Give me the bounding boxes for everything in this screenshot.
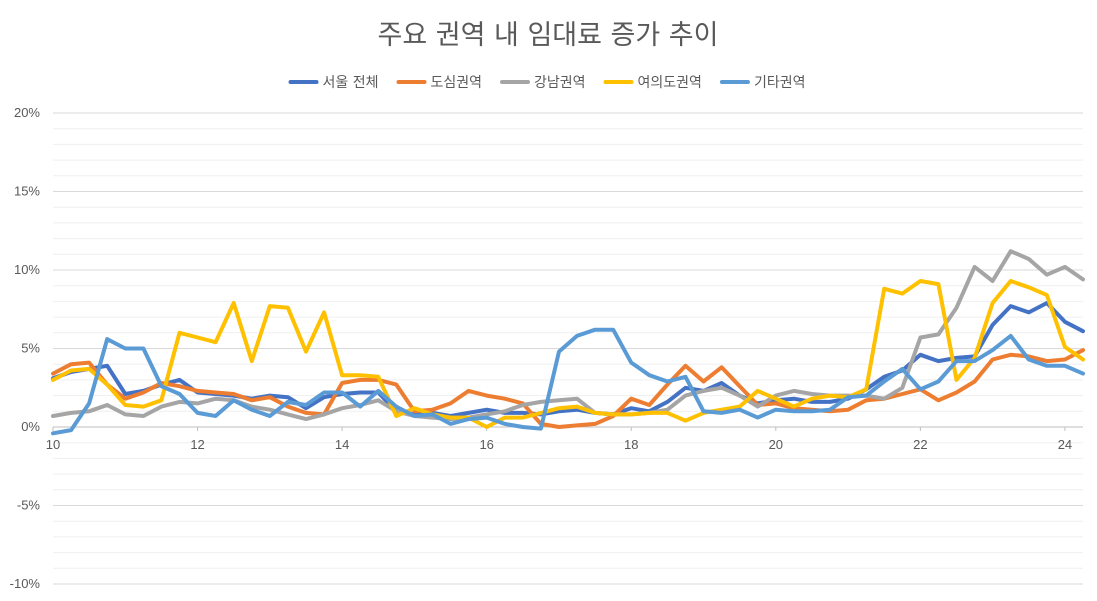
x-tick-label: 22 <box>913 437 927 452</box>
x-tick-label: 16 <box>479 437 493 452</box>
legend-item-3: 강남권역 <box>500 75 586 91</box>
y-tick-label: -10% <box>10 576 41 591</box>
legend-item-2: 도심권역 <box>396 75 483 91</box>
legend: 서울 전체 도심권역 강남권역 여의도권역 기타권역 <box>288 75 806 91</box>
legend-label: 여의도권역 <box>638 75 702 91</box>
x-axis-ticks: 10 12 14 16 18 20 22 24 <box>46 427 1072 452</box>
legend-label: 도심권역 <box>431 75 483 91</box>
x-tick-label: 10 <box>46 437 60 452</box>
series-line-3 <box>51 249 1085 422</box>
x-tick-label: 12 <box>190 437 204 452</box>
x-tick-label: 24 <box>1058 437 1072 452</box>
series-line-2 <box>51 348 1085 429</box>
x-tick-label: 20 <box>769 437 783 452</box>
y-tick-label: 0% <box>21 419 40 434</box>
legend-item-1: 서울 전체 <box>288 75 379 91</box>
y-tick-label: 15% <box>14 184 40 199</box>
series-line-4 <box>51 279 1085 429</box>
chart-title: 주요 권역 내 임대료 증가 추이 <box>378 20 719 51</box>
y-axis-ticks: -10% -5% 0% 5% 10% 15% 20% <box>10 105 41 591</box>
y-tick-label: -5% <box>17 498 41 513</box>
x-tick-label: 14 <box>335 437 349 452</box>
series-lines <box>51 249 1085 436</box>
y-tick-label: 5% <box>21 341 40 356</box>
legend-label: 기타권역 <box>754 75 806 91</box>
y-tick-label: 10% <box>14 262 40 277</box>
legend-label: 서울 전체 <box>323 75 379 91</box>
series-line-5 <box>51 327 1085 436</box>
legend-label: 강남권역 <box>534 75 586 91</box>
gridlines <box>53 112 1083 585</box>
x-tick-label: 18 <box>624 437 638 452</box>
legend-item-5: 기타권역 <box>719 75 806 91</box>
legend-item-4: 여의도권역 <box>603 75 702 91</box>
y-tick-label: 20% <box>14 105 40 120</box>
